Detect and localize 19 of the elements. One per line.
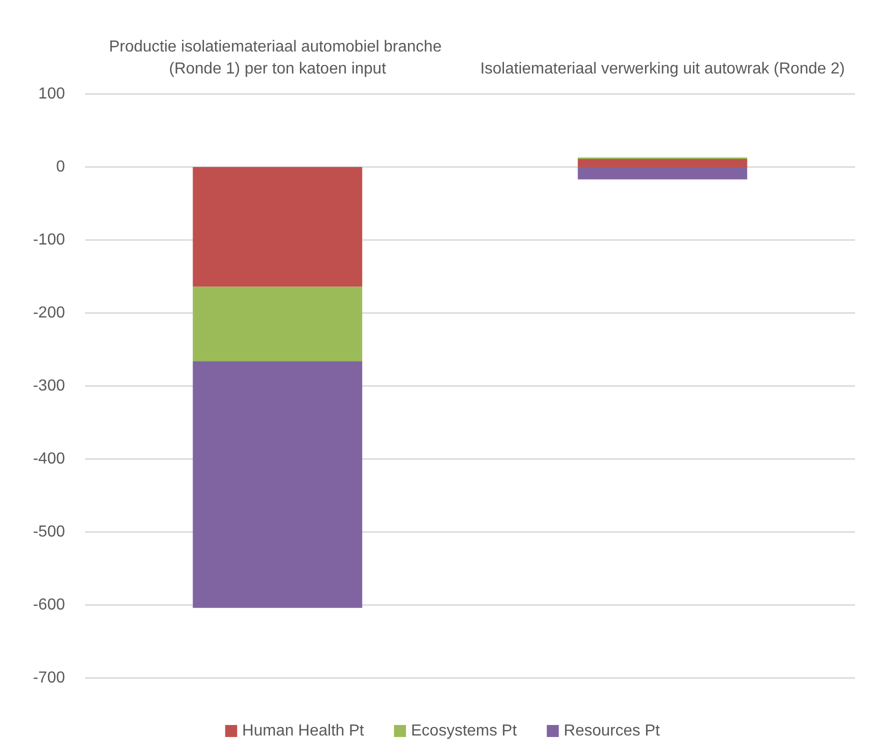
bar bbox=[578, 158, 748, 167]
x-tick-label: Productie isolatiemateriaal automobiel branche (Ronde 1) per ton katoen input bbox=[108, 38, 446, 78]
y-tick-label: 0 bbox=[56, 158, 66, 176]
y-tick-label: 100 bbox=[38, 86, 66, 102]
legend-label: Resources Pt bbox=[564, 722, 660, 740]
bar bbox=[578, 167, 748, 180]
y-tick-label: -700 bbox=[32, 670, 66, 686]
bar bbox=[192, 361, 362, 608]
y-tick-label: -200 bbox=[32, 304, 66, 322]
bar bbox=[192, 167, 362, 287]
y-tick-label: -400 bbox=[32, 450, 66, 468]
legend-label: Human Health Pt bbox=[242, 722, 365, 740]
y-tick-label: -100 bbox=[32, 232, 66, 248]
legend-label: Ecosystems Pt bbox=[410, 722, 518, 740]
bar bbox=[192, 286, 362, 362]
y-tick-label: -500 bbox=[32, 524, 66, 540]
y-tick-label: -600 bbox=[32, 596, 66, 614]
y-tick-label: -300 bbox=[32, 378, 66, 394]
x-tick-label: Isolatiemateriaal verwerking uit autowrak (Ronde 2) bbox=[480, 60, 845, 78]
